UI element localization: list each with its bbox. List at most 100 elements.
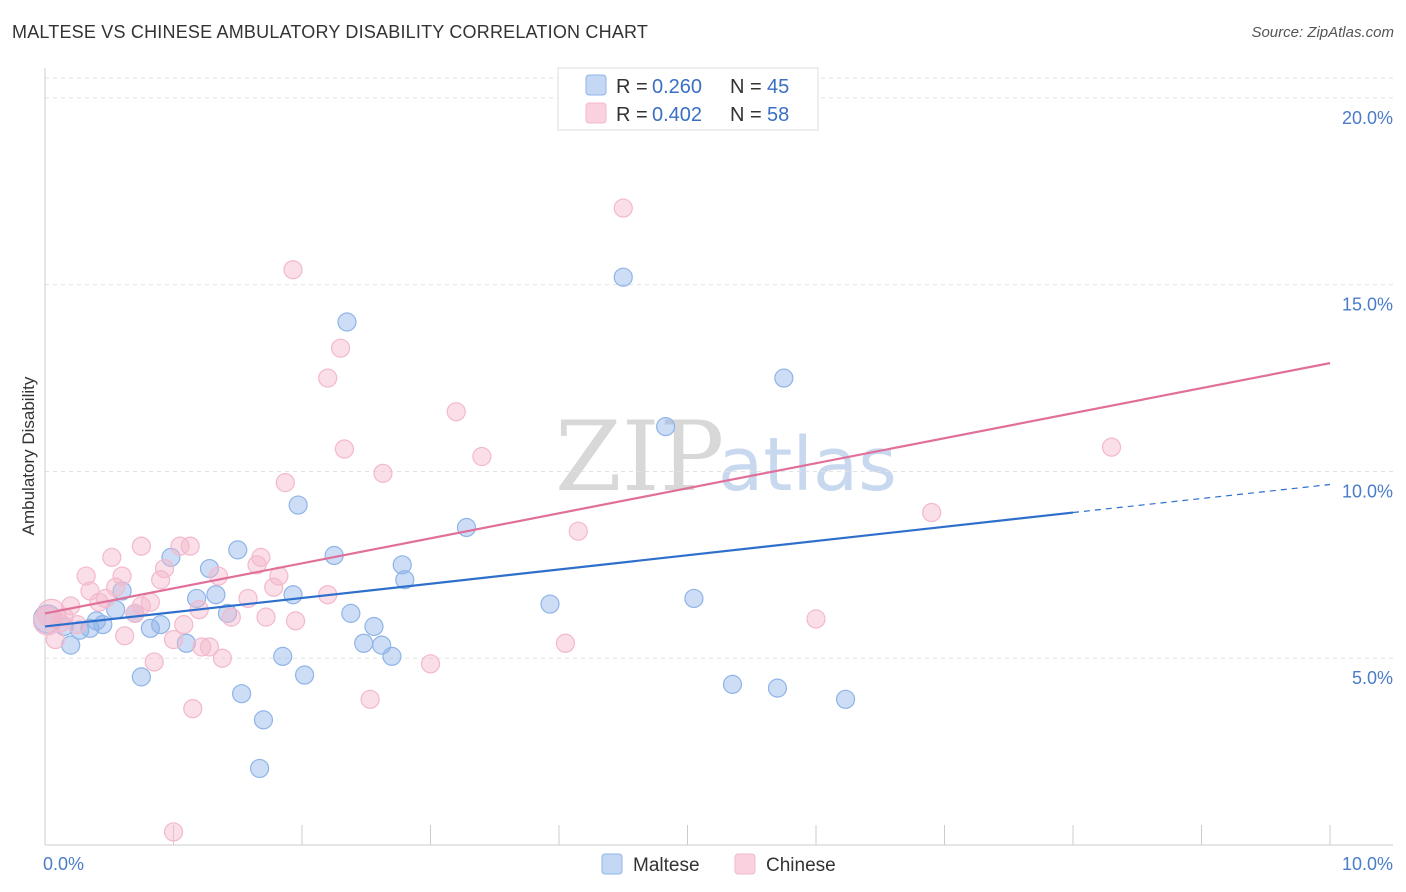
chinese-point-45: [360, 689, 380, 709]
bottom-legend-chinese: Chinese: [766, 855, 836, 876]
legend-n-maltese: 45: [767, 76, 789, 98]
source-label: Source: ZipAtlas.com: [1251, 24, 1394, 41]
chinese-point-34: [251, 547, 271, 567]
grid: [45, 77, 1393, 659]
maltese-point-43: [774, 368, 794, 388]
chinese-point-49: [472, 446, 492, 467]
maltese-point-10: [131, 667, 151, 687]
maltese-point-26: [294, 665, 315, 685]
maltese-point-11: [140, 618, 160, 638]
maltese-point-14: [176, 633, 196, 653]
bottom-legend-swatch-maltese: [601, 853, 623, 875]
chinese-point-56: [32, 606, 63, 636]
chinese-point-24: [180, 536, 200, 556]
bottom-legend-maltese: Maltese: [633, 855, 700, 876]
y-tick-labels: 5.0% 10.0% 15.0% 20.0%: [1342, 108, 1393, 688]
chinese-point-25: [183, 699, 203, 719]
chinese-point-46: [373, 463, 393, 483]
chinese-point-38: [275, 473, 295, 493]
chinese-point-18: [151, 570, 171, 590]
chart-title: MALTESE VS CHINESE AMBULATORY DISABILITY…: [12, 22, 649, 42]
x-tick-labels: 0.0% 10.0%: [43, 854, 1393, 874]
chinese-point-3: [61, 596, 81, 616]
chinese-point-31: [221, 607, 241, 627]
maltese-point-39: [656, 417, 676, 437]
chinese-point-48: [446, 402, 466, 422]
legend-r-label-chinese: R =: [616, 104, 648, 126]
chinese-point-16: [140, 592, 160, 612]
chinese-point-51: [568, 521, 588, 541]
maltese-point-33: [382, 646, 402, 666]
chinese-point-29: [208, 566, 229, 586]
maltese-point-29: [341, 603, 361, 623]
series-chinese-points: [32, 198, 1122, 842]
chinese-point-47: [420, 654, 441, 674]
bottom-legend: Maltese Chinese: [601, 853, 836, 876]
y-tick-label-1: 10.0%: [1342, 481, 1393, 501]
chinese-point-22: [170, 536, 190, 556]
legend-n-label-chinese: N =: [730, 104, 762, 126]
chinese-point-11: [112, 566, 132, 586]
y-axis-label: Ambulatory Disability: [19, 376, 38, 535]
chinese-point-30: [212, 648, 232, 668]
legend-swatch-chinese: [585, 102, 607, 124]
maltese-point-36: [456, 517, 477, 538]
maltese-point-37: [540, 594, 560, 614]
chinese-trendline: [44, 362, 1331, 615]
maltese-point-30: [354, 633, 374, 653]
maltese-point-22: [253, 710, 274, 730]
maltese-point-40: [684, 588, 704, 609]
chinese-point-44: [334, 439, 355, 459]
legend-swatch-maltese: [585, 74, 607, 96]
legend: R = 0.260 N = 45 R = 0.402 N = 58: [557, 67, 819, 131]
maltese-point-28: [337, 312, 357, 332]
chinese-point-40: [285, 611, 306, 631]
x-tick-marks: [173, 825, 1331, 845]
chinese-point-9: [102, 547, 122, 567]
maltese-point-18: [217, 603, 238, 623]
legend-r-maltese: 0.260: [652, 76, 702, 98]
y-tick-label-2: 15.0%: [1342, 295, 1393, 315]
maltese-point-31: [364, 616, 384, 637]
chinese-point-35: [256, 607, 276, 627]
y-tick-label-0: 5.0%: [1352, 668, 1393, 688]
maltese-point-15: [187, 588, 207, 609]
maltese-point-17: [206, 585, 226, 605]
maltese-point-23: [273, 646, 293, 666]
bottom-legend-swatch-chinese: [734, 853, 756, 875]
maltese-point-38: [613, 267, 633, 287]
axes: [44, 68, 1393, 846]
maltese-trendline: [44, 511, 1074, 628]
chinese-point-15: [131, 536, 151, 556]
legend-n-label-maltese: N =: [730, 76, 762, 98]
chinese-point-55: [1101, 437, 1122, 457]
maltese-point-44: [835, 689, 856, 709]
maltese-point-20: [232, 684, 252, 704]
chinese-point-21: [163, 629, 184, 650]
watermark: ZIP atlas: [555, 401, 897, 513]
trendlines: [44, 362, 1331, 628]
chinese-point-27: [192, 637, 212, 657]
chinese-point-20: [163, 822, 184, 842]
maltese-point-19: [228, 540, 248, 560]
legend-r-chinese: 0.402: [652, 104, 702, 126]
chinese-point-57: [50, 613, 71, 633]
watermark-zip: ZIP: [555, 401, 724, 513]
chinese-point-23: [174, 615, 194, 635]
chinese-point-39: [283, 260, 303, 280]
legend-r-label-maltese: R =: [616, 76, 648, 98]
chinese-point-5: [76, 566, 96, 586]
maltese-point-42: [767, 678, 788, 698]
maltese-point-34: [392, 555, 412, 575]
x-tick-label-1: 10.0%: [1342, 854, 1393, 874]
series-maltese-points: [32, 267, 856, 779]
x-tick-label-0: 0.0%: [43, 854, 84, 874]
chinese-point-28: [199, 637, 220, 657]
chinese-point-10: [106, 577, 126, 597]
chinese-point-12: [115, 626, 135, 646]
maltese-point-35: [395, 570, 415, 590]
chinese-point-42: [318, 368, 338, 388]
maltese-point-21: [249, 758, 270, 779]
maltese-point-41: [722, 674, 743, 694]
